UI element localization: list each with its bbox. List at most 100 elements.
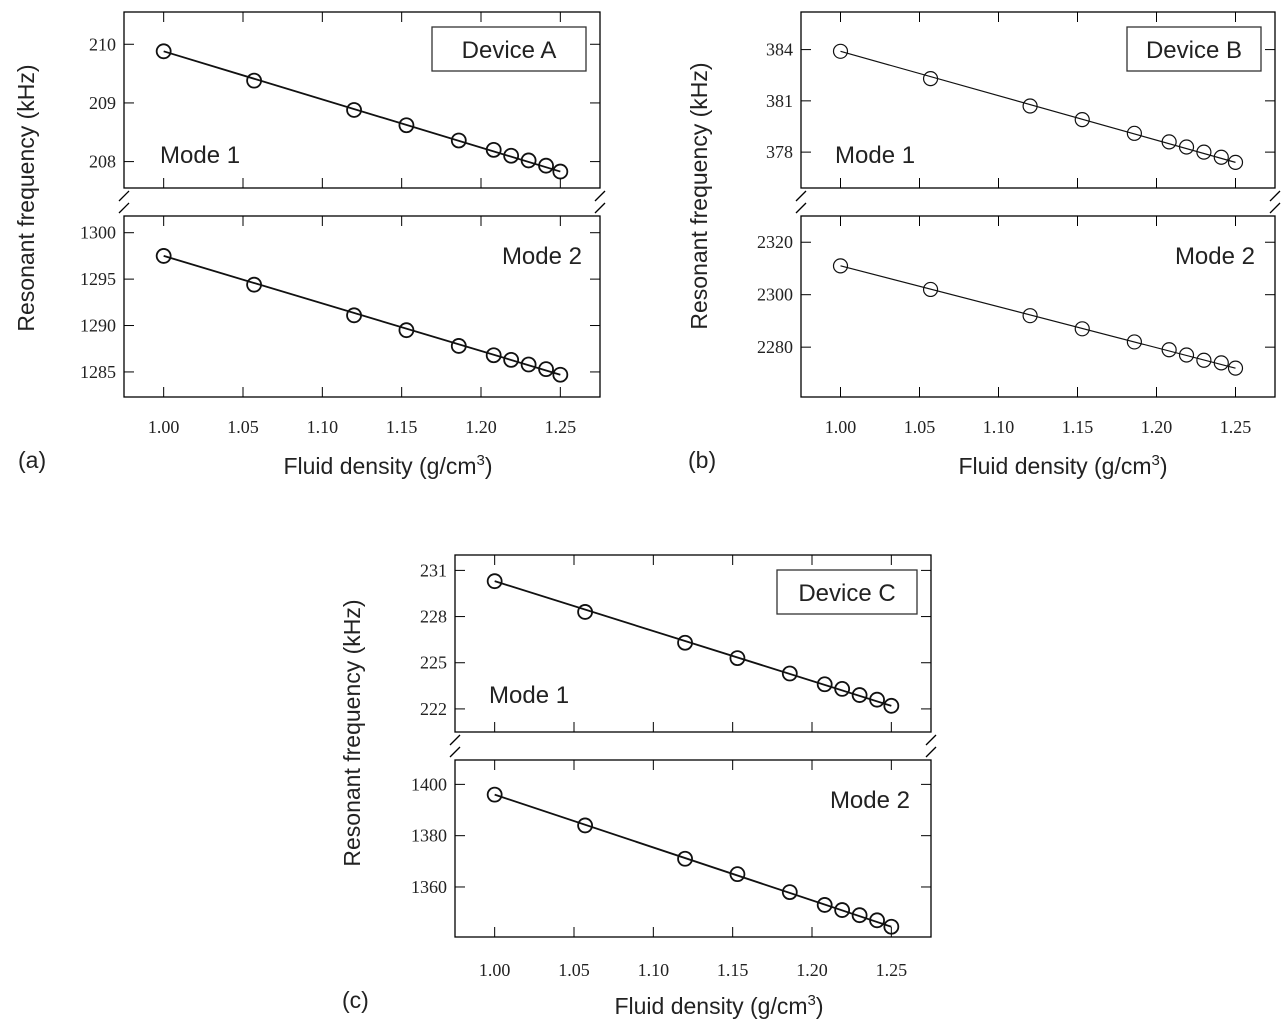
data-point — [1178, 139, 1195, 155]
data-point — [503, 351, 520, 368]
y-tick-label: 384 — [766, 40, 793, 60]
x-tick-label: 1.10 — [983, 417, 1015, 437]
data-point — [346, 102, 362, 118]
data-point — [1196, 352, 1212, 368]
x-tick-label: 1.15 — [386, 417, 418, 437]
y-tick-label: 1300 — [80, 223, 116, 243]
axis-break-mark — [594, 202, 606, 214]
data-point — [1227, 154, 1244, 170]
axis-break-mark — [925, 746, 937, 758]
subplot-mode-2: 1285 1290 1295 1300 Mode 2 — [80, 215, 601, 398]
data-point — [486, 786, 503, 803]
x-tick-label: 1.15 — [717, 960, 749, 980]
panel-label: (a) — [18, 447, 46, 473]
y-tick-label: 210 — [89, 34, 116, 54]
data-point — [832, 258, 849, 274]
data-point — [869, 691, 885, 708]
data-point — [851, 907, 868, 924]
data-point — [1074, 112, 1090, 128]
y-tick-label: 231 — [420, 560, 447, 580]
data-point — [552, 366, 569, 383]
axis-break-mark — [449, 746, 461, 758]
data-point — [1213, 149, 1229, 165]
device-label: Device C — [798, 580, 895, 607]
axis-break-mark — [925, 734, 937, 746]
fit-line — [494, 793, 892, 928]
y-tick-label: 1290 — [80, 316, 116, 336]
mode-label: Mode 1 — [835, 142, 915, 169]
data-point — [246, 276, 263, 293]
x-axis-label-main: Fluid density (g/cm — [958, 453, 1151, 479]
subplot-mode-1: 378 381 384 Mode 1 — [766, 11, 1276, 189]
device-box — [431, 26, 587, 72]
fit-line — [163, 50, 561, 173]
axis-break-mark — [795, 190, 807, 202]
y-tick-label: 222 — [420, 699, 447, 719]
axis-break-mark — [118, 190, 130, 202]
chart-panel-a: 208 209 210 Mode 1 1285 1290 1295 1300 Mode 2 Dev… — [13, 11, 606, 479]
data-point — [155, 248, 172, 264]
device-box — [776, 569, 918, 615]
plot-frame — [800, 11, 1276, 189]
x-axis-label-close: ) — [1160, 453, 1168, 479]
mode-label: Mode 1 — [489, 682, 569, 709]
data-point — [398, 322, 415, 339]
subplot-mode-2: 2280 2300 2320 Mode 2 — [757, 215, 1276, 398]
device-label: Device A — [462, 37, 557, 64]
device-label: Device B — [1146, 37, 1242, 64]
fit-line — [163, 255, 561, 376]
data-point — [1126, 334, 1142, 350]
y-axis-label: Resonant frequency (kHz) — [686, 62, 712, 329]
data-point — [1161, 134, 1177, 150]
chart-panel-b: 378 381 384 Mode 1 2280 2300 2320 Mode 2 Device … — [686, 11, 1281, 479]
x-tick-label: 1.00 — [148, 417, 180, 437]
plot-frame — [800, 215, 1276, 398]
data-point — [1022, 308, 1038, 324]
y-tick-label: 1295 — [80, 269, 116, 289]
data-point — [346, 307, 362, 324]
mode-label: Mode 2 — [830, 787, 910, 814]
y-tick-label: 378 — [766, 142, 793, 162]
data-point — [781, 665, 798, 682]
x-axis-label: Fluid density (g/cm3) — [958, 452, 1167, 479]
fit-line — [840, 50, 1236, 163]
data-point — [816, 897, 833, 913]
x-tick-label: 1.20 — [465, 417, 497, 437]
x-tick-label: 1.05 — [904, 417, 936, 437]
data-point — [450, 132, 467, 149]
axis-break-mark — [118, 202, 130, 214]
y-tick-label: 381 — [766, 91, 793, 111]
data-point — [834, 681, 851, 697]
y-axis-label: Resonant frequency (kHz) — [339, 599, 365, 866]
plot-frame — [454, 554, 932, 733]
x-tick-label: 1.10 — [307, 417, 339, 437]
data-point — [552, 163, 569, 180]
y-tick-label: 225 — [420, 653, 447, 673]
y-tick-label: 2300 — [757, 285, 793, 305]
subplot-mode-1: 208 209 210 Mode 1 — [89, 11, 601, 189]
chart-panel-c: 222 225 228 231 Mode 1 1360 1380 1400 Mode 2 Devi… — [339, 554, 937, 1019]
data-point — [1227, 360, 1244, 376]
data-point — [1178, 347, 1195, 363]
data-point — [1074, 321, 1090, 337]
y-tick-label: 2280 — [757, 337, 793, 357]
fit-line — [494, 580, 892, 707]
data-point — [677, 634, 693, 651]
data-point — [1161, 342, 1177, 358]
x-axis-label: Fluid density (g/cm3) — [283, 452, 492, 479]
x-axis-label-sup: 3 — [808, 992, 816, 1009]
x-tick-label: 1.20 — [1141, 417, 1173, 437]
data-point — [834, 902, 851, 918]
axis-break-mark — [795, 202, 807, 214]
data-point — [520, 152, 537, 169]
data-point — [922, 281, 939, 298]
data-point — [1196, 144, 1212, 160]
data-point — [577, 817, 594, 834]
data-point — [486, 573, 503, 590]
subplot-mode-2: 1360 1380 1400 Mode 2 — [411, 759, 932, 938]
device-box — [1126, 26, 1262, 72]
y-tick-label: 2320 — [757, 232, 793, 252]
data-point — [677, 850, 693, 867]
data-point — [1022, 98, 1038, 114]
data-point — [538, 157, 554, 174]
